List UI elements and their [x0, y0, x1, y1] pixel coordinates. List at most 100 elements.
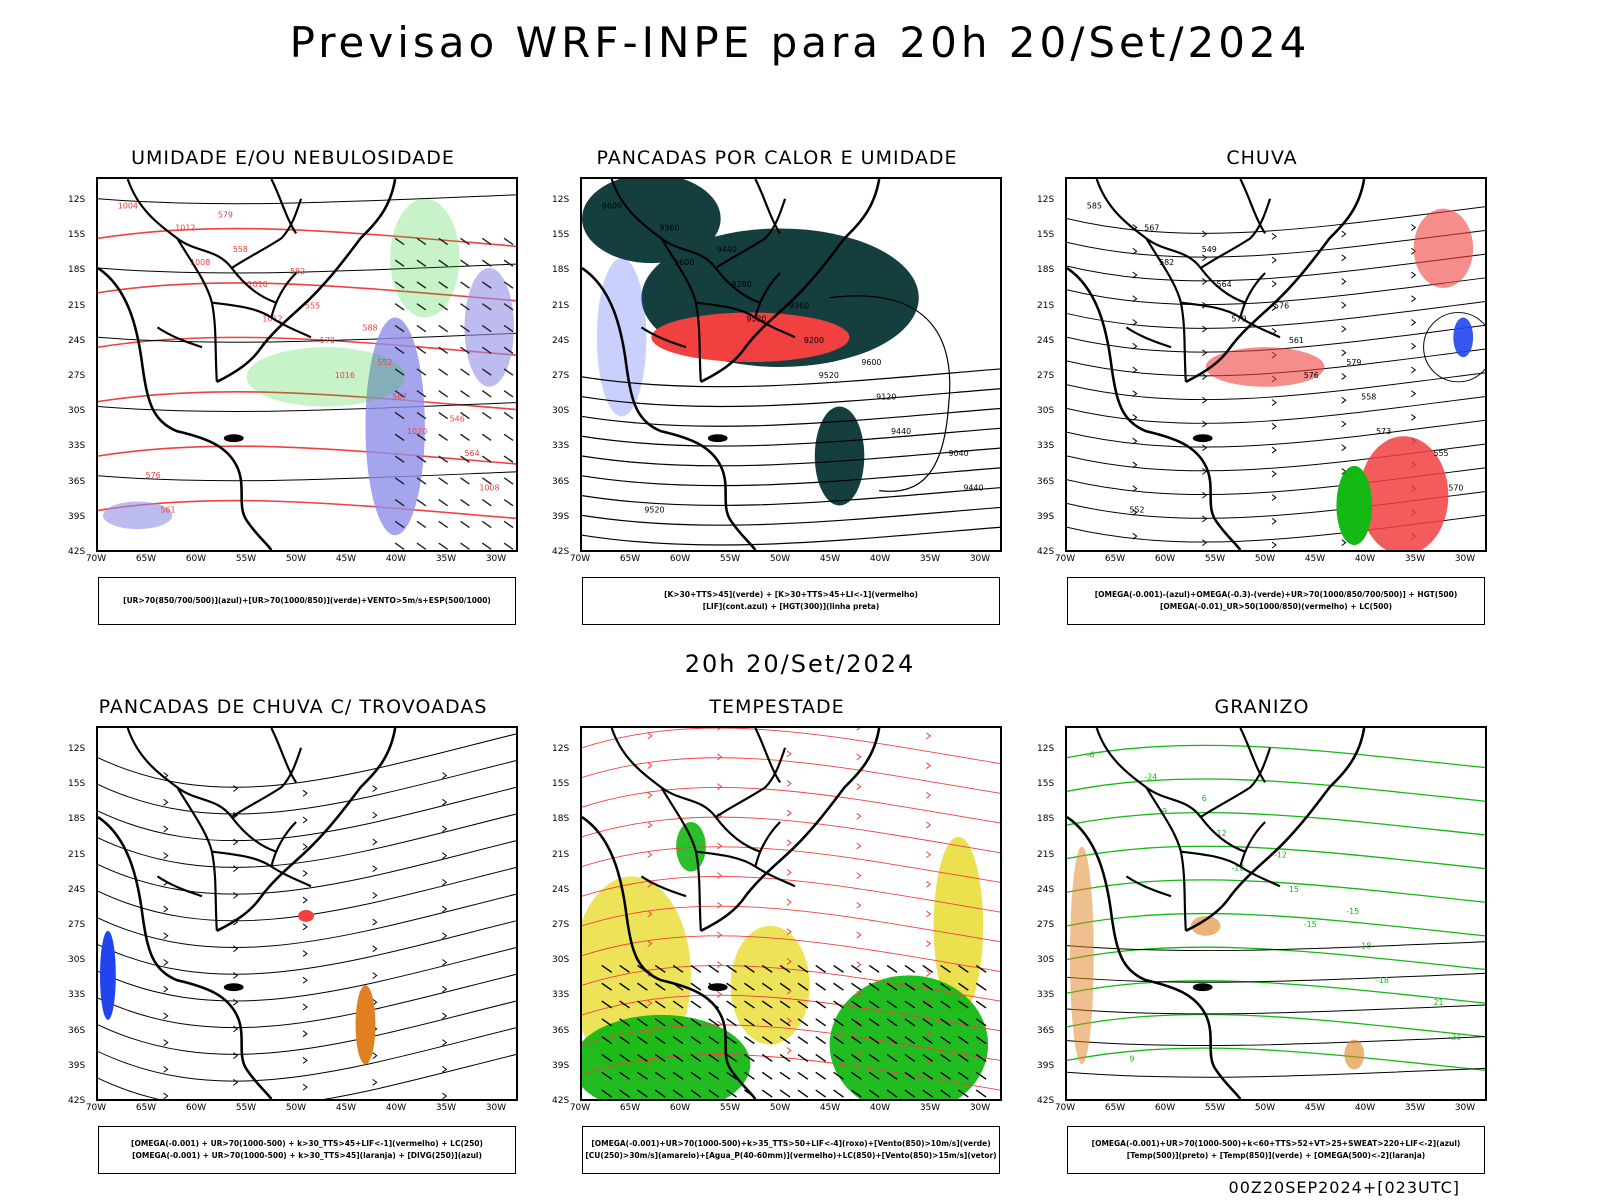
legend-line: [OMEGA(-0.01)_UR>50(1000/850)(vermelho) … — [1159, 602, 1393, 611]
flow-arrow — [163, 1092, 169, 1099]
contour-label: 12 — [1217, 829, 1227, 838]
wind850-vector — [833, 1089, 844, 1098]
wind-vector — [438, 281, 449, 289]
wind850-vector — [904, 964, 916, 973]
flow-arrow — [163, 825, 169, 833]
country-border — [1239, 821, 1266, 867]
flow-arrow — [233, 972, 239, 979]
flow-arrow — [856, 783, 862, 790]
contour-label: 570 — [1448, 484, 1463, 493]
wind850-vector — [672, 1089, 684, 1098]
lagoon — [1192, 983, 1213, 992]
flow-arrow — [302, 843, 308, 851]
temp850-contour — [1067, 1047, 1485, 1071]
lc850-streamline — [582, 757, 1000, 794]
flow-arrow — [717, 901, 723, 909]
temp500-contour — [1067, 1036, 1485, 1047]
wind850-vector — [975, 1018, 987, 1027]
flow-arrow — [1202, 373, 1208, 380]
lon-tick-label: 45W — [819, 1103, 841, 1113]
flow-arrow — [442, 825, 448, 833]
wind-vector — [503, 477, 514, 485]
lat-tick-label: 27S — [552, 920, 570, 930]
contour-label: 555 — [1433, 449, 1448, 458]
flow-arrow — [1202, 539, 1208, 547]
flow-arrow — [233, 838, 239, 846]
flow-arrow — [372, 972, 378, 979]
hgt300-contour — [582, 447, 1000, 467]
wind850-vector — [922, 982, 934, 991]
wind850-vector — [654, 1036, 666, 1045]
contour-label: 1008 — [479, 484, 499, 493]
wind850-vector — [958, 1018, 969, 1027]
wind850-vector — [761, 1071, 773, 1080]
country-border — [156, 326, 203, 349]
contour-label: 582 — [1159, 258, 1174, 267]
wind-vector — [460, 259, 470, 267]
flow-arrow — [1132, 319, 1138, 326]
country-border — [754, 179, 782, 235]
contour-label: 558 — [1361, 393, 1376, 402]
lat-tick-label: 15S — [68, 779, 86, 790]
wind-vector — [460, 498, 470, 507]
lagoon — [707, 983, 728, 992]
wind850-vector — [922, 1018, 934, 1027]
wind-vector — [460, 303, 470, 311]
wind850-vector — [815, 1089, 827, 1098]
wind850-vector — [833, 964, 844, 973]
flow-arrow — [1271, 541, 1277, 549]
lagoon — [223, 434, 244, 443]
flow-arrow — [856, 931, 862, 939]
lon-tick-label: 35W — [919, 554, 941, 564]
wind850-vector — [708, 964, 720, 973]
flow-arrow — [1271, 470, 1277, 478]
panel-granizo: GRANIZO 12S 15S 18S 21S 24S 27S 30S 33S 36S 39S 42S… — [1027, 696, 1497, 1174]
lat-tick-label: 18S — [1037, 814, 1055, 825]
pressure-contour — [98, 263, 516, 274]
country-border — [1239, 728, 1267, 784]
wind850-vector — [886, 1000, 898, 1009]
contour-label: 558 — [233, 245, 248, 254]
flow-arrow — [856, 961, 862, 969]
wind-vector — [460, 542, 470, 550]
wind-vector — [481, 303, 492, 311]
flow-arrow — [233, 1052, 239, 1060]
flow-arrow — [1202, 420, 1208, 428]
wind850-vector — [654, 1053, 666, 1062]
wind-vector — [394, 542, 405, 550]
instability-area — [651, 312, 850, 363]
flow-arrow — [717, 990, 723, 998]
flow-arrow — [1341, 539, 1347, 547]
contour-label: -15 — [1304, 920, 1317, 929]
wind850-vector — [940, 1053, 951, 1062]
contour-label: 9600 — [674, 258, 694, 267]
wind-vector — [416, 390, 427, 398]
pressure-contour — [98, 332, 516, 343]
contour-label: 564 — [1217, 280, 1232, 289]
wind850-vector — [619, 1053, 630, 1062]
lat-tick-label: 24S — [552, 335, 570, 346]
wind850-vector — [975, 982, 987, 991]
flow-arrow — [717, 1020, 723, 1028]
wind850-vector — [654, 1089, 666, 1098]
lat-tick-label: 24S — [1037, 884, 1055, 895]
country-border — [270, 179, 298, 235]
contour-label: -18 — [1376, 976, 1389, 985]
lon-tick-label: 40W — [1354, 554, 1376, 564]
wind850-vector — [886, 1036, 898, 1045]
flow-arrow — [372, 785, 378, 792]
lc250-streamline — [98, 867, 516, 922]
wind850-vector — [904, 1089, 916, 1098]
wind850-vector — [975, 1089, 987, 1098]
flow-arrow — [233, 1078, 239, 1086]
wind-vector — [394, 281, 405, 289]
flow-arrow — [1132, 390, 1138, 398]
wind850-vector — [868, 1053, 880, 1062]
wind850-vector — [833, 1036, 844, 1045]
flow-arrow — [926, 762, 932, 769]
lc850-streamline — [582, 1024, 1000, 1061]
flow-arrow — [786, 869, 792, 876]
wind850-vector — [797, 1036, 809, 1045]
wind850-vector — [601, 964, 613, 973]
country-border — [211, 301, 312, 339]
